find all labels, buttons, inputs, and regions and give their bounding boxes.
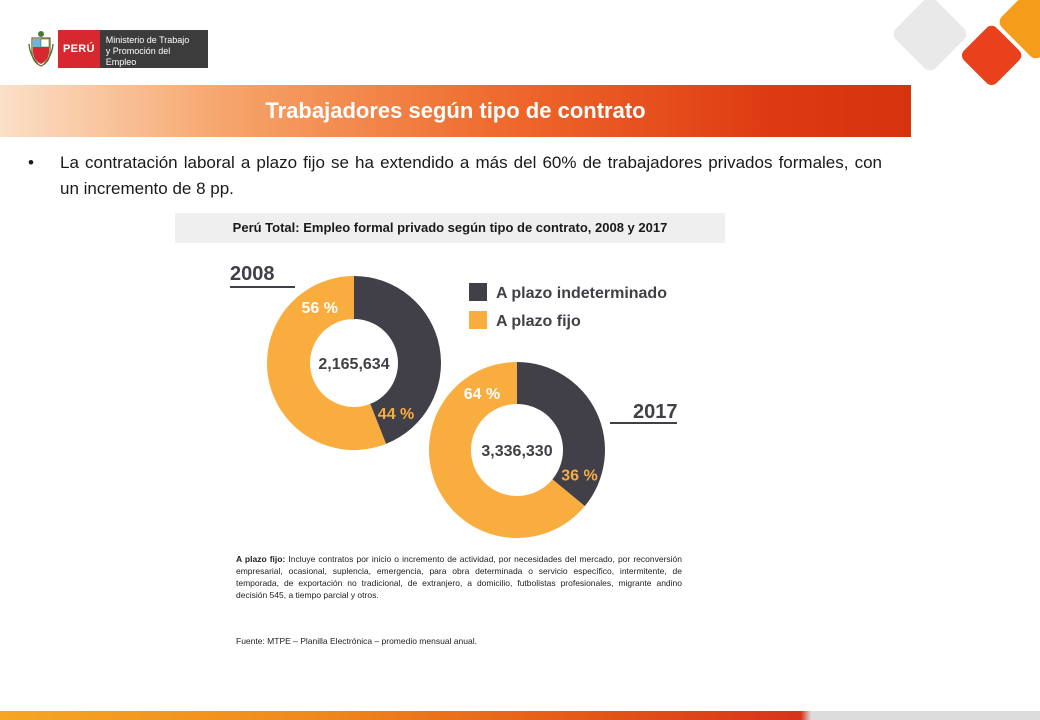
donut-charts: 44 % 56 % 2,165,634 36 % 64 % 3,336,330 2008… [230, 263, 678, 538]
donut-2017: 36 % 64 % 3,336,330 [429, 362, 605, 538]
pct-label-2017-indeterminado: 36 % [561, 467, 597, 484]
bottom-bar [0, 711, 1040, 720]
logo-ministry-name: Ministerio de Trabajo y Promoción del Em… [99, 30, 208, 68]
chart-title: Perú Total: Empleo formal privado según … [175, 213, 725, 243]
legend-label-plazo-fijo: A plazo fijo [496, 313, 581, 330]
source-note: Fuente: MTPE – Planilla Electrónica – pr… [236, 636, 477, 646]
total-label-2008: 2,165,634 [318, 356, 389, 373]
logo-country: PERÚ [58, 30, 100, 68]
ministry-logo: PERÚ Ministerio de Trabajo y Promoción d… [28, 30, 208, 68]
donut-2008: 44 % 56 % 2,165,634 [267, 276, 442, 450]
total-label-2017: 3,336,330 [481, 443, 552, 460]
slide-title: Trabajadores según tipo de contrato [265, 98, 646, 123]
note-text: Incluye contratos por inicio o increment… [236, 554, 682, 600]
title-banner: Trabajadores según tipo de contrato [0, 85, 911, 137]
legend-swatch-plazo-fijo [469, 311, 487, 329]
pct-label-2017-plazo-fijo: 64 % [464, 386, 500, 403]
slice-2008-plazo-fijo [267, 276, 387, 450]
slice-2017-plazo-fijo [429, 362, 585, 538]
decorative-diamonds [893, 0, 1040, 86]
bullet-icon: • [28, 153, 34, 172]
bullet-text: La contratación laboral a plazo fijo se … [60, 153, 882, 198]
legend-swatch-indeterminado [469, 283, 487, 301]
pct-label-2008-indeterminado: 44 % [378, 406, 414, 423]
chart-note: A plazo fijo: Incluye contratos por inic… [236, 553, 682, 601]
year-label-2017: 2017 [633, 401, 678, 423]
note-label: A plazo fijo: [236, 554, 286, 564]
legend-label-indeterminado: A plazo indeterminado [496, 285, 667, 302]
coat-of-arms-icon [28, 31, 54, 67]
year-label-2008: 2008 [230, 263, 275, 285]
bullet-point: • La contratación laboral a plazo fijo s… [28, 150, 882, 202]
slice-2017-indeterminado [517, 362, 605, 507]
slice-2008-indeterminado [354, 276, 442, 444]
pct-label-2008-plazo-fijo: 56 % [302, 300, 338, 317]
